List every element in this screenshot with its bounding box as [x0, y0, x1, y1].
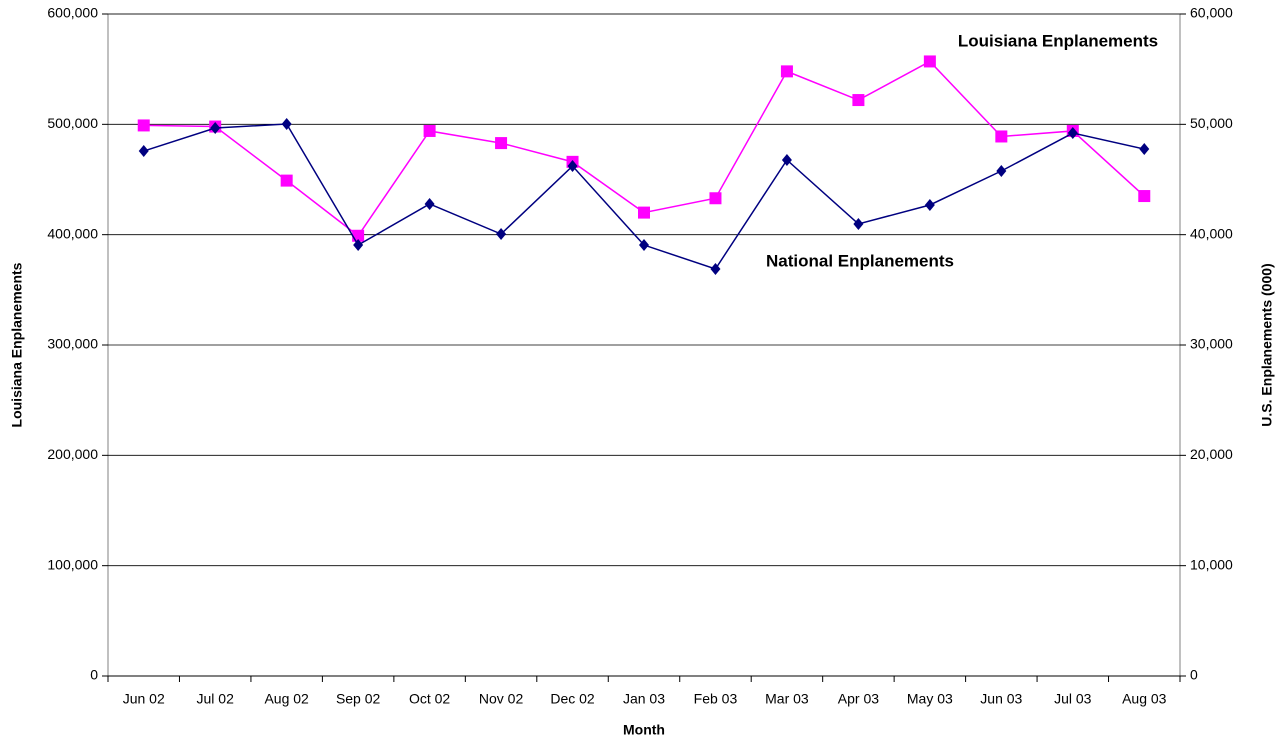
y2-tick-label: 30,000	[1190, 336, 1233, 352]
x-tick-label: Nov 02	[479, 691, 524, 707]
marker	[638, 206, 650, 219]
marker	[210, 121, 221, 134]
x-tick-label: Jun 02	[123, 691, 165, 707]
marker	[281, 118, 292, 131]
y-tick-label: 100,000	[47, 556, 98, 572]
marker	[567, 160, 578, 173]
marker	[1067, 127, 1078, 140]
y2-tick-label: 60,000	[1190, 5, 1233, 21]
x-tick-label: Jun 03	[980, 691, 1022, 707]
marker	[853, 217, 864, 230]
marker	[138, 145, 149, 158]
marker	[495, 137, 508, 150]
marker	[780, 65, 793, 78]
marker	[995, 130, 1008, 143]
y2-tick-label: 40,000	[1190, 225, 1233, 241]
x-tick-label: Dec 02	[550, 691, 595, 707]
y2-axis-label: U.S. Enplanements (000)	[1259, 263, 1275, 426]
x-tick-label: Aug 03	[1122, 691, 1167, 707]
x-tick-label: May 03	[907, 691, 953, 707]
x-tick-label: Apr 03	[838, 691, 879, 707]
series-annotation: National Enplanements	[766, 251, 954, 270]
marker	[996, 165, 1007, 178]
marker	[424, 197, 435, 210]
x-tick-label: Sep 02	[336, 691, 381, 707]
y-tick-label: 600,000	[47, 5, 98, 21]
y2-tick-label: 20,000	[1190, 446, 1233, 462]
x-tick-label: Mar 03	[765, 691, 809, 707]
y-tick-label: 400,000	[47, 225, 98, 241]
x-axis-label: Month	[623, 722, 665, 738]
marker	[423, 124, 436, 137]
x-tick-label: Oct 02	[409, 691, 450, 707]
marker	[924, 198, 935, 211]
marker	[1138, 190, 1151, 203]
marker	[353, 239, 364, 252]
y2-tick-label: 10,000	[1190, 556, 1233, 572]
y-tick-label: 300,000	[47, 336, 98, 352]
y2-tick-label: 0	[1190, 667, 1198, 683]
x-tick-label: Jul 02	[197, 691, 235, 707]
y-tick-label: 200,000	[47, 446, 98, 462]
marker	[709, 192, 722, 205]
y-tick-label: 500,000	[47, 115, 98, 131]
y2-tick-label: 50,000	[1190, 115, 1233, 131]
marker	[280, 174, 293, 187]
y-axis-label: Louisiana Enplanements	[9, 262, 25, 427]
x-tick-label: Feb 03	[694, 691, 738, 707]
marker	[852, 94, 865, 107]
marker	[923, 55, 936, 68]
x-tick-label: Jan 03	[623, 691, 665, 707]
marker	[639, 239, 649, 252]
marker	[496, 228, 507, 241]
marker	[710, 262, 721, 275]
y-tick-label: 0	[90, 667, 98, 683]
x-tick-label: Aug 02	[264, 691, 309, 707]
series-annotation: Louisiana Enplanements	[958, 31, 1158, 50]
marker	[781, 153, 792, 166]
x-tick-label: Jul 03	[1054, 691, 1092, 707]
marker	[137, 119, 150, 132]
marker	[1139, 143, 1150, 156]
